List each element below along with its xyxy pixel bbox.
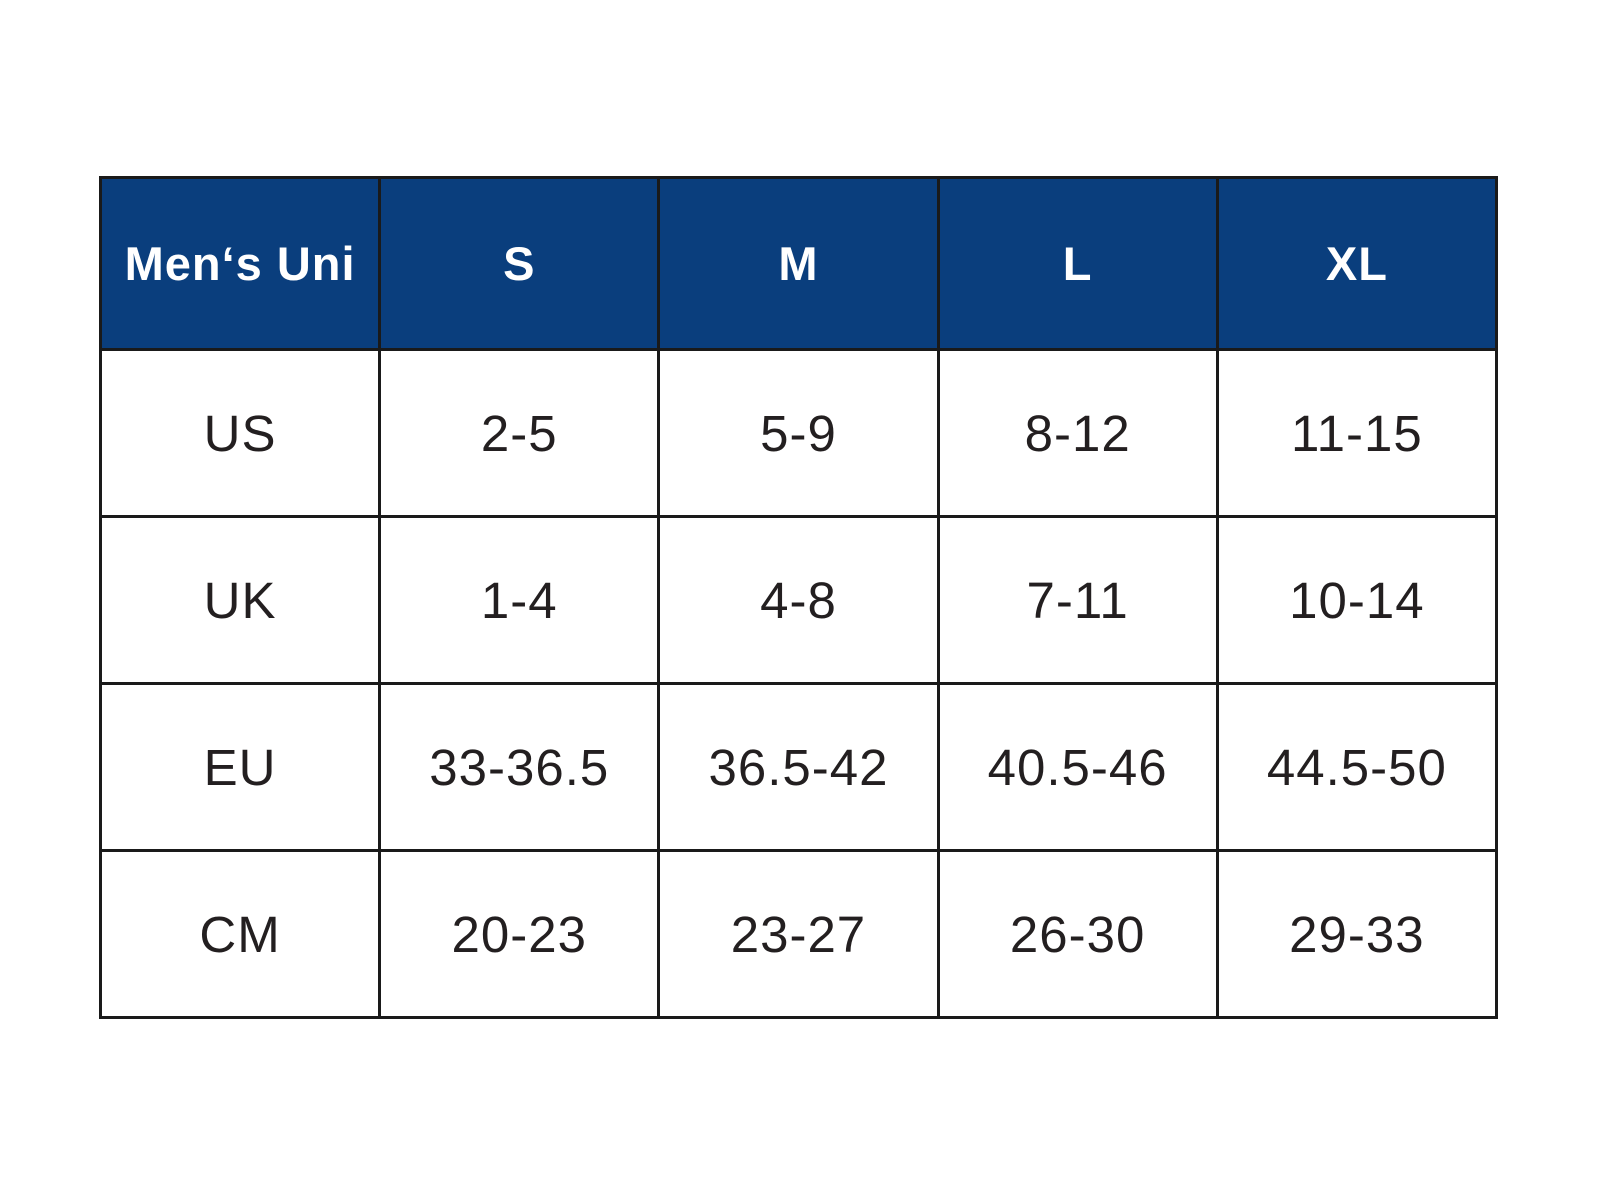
table-row-uk: UK 1-4 4-8 7-11 10-14 — [98, 515, 1499, 685]
size-chart-body: US 2-5 5-9 8-12 11-15 UK 1-4 4-8 7-11 10… — [98, 348, 1499, 1019]
row-label-eu: EU — [98, 682, 382, 852]
header-cell-size-xl: XL — [1215, 176, 1499, 351]
cell-uk-l: 7-11 — [936, 515, 1219, 685]
row-label-uk: UK — [98, 515, 382, 685]
cell-us-s: 2-5 — [378, 348, 661, 518]
table-row-cm: CM 20-23 23-27 26-30 29-33 — [98, 849, 1499, 1019]
table-row-us: US 2-5 5-9 8-12 11-15 — [98, 348, 1499, 518]
header-row: Men‘s Uni S M L XL — [98, 176, 1499, 351]
cell-uk-xl: 10-14 — [1215, 515, 1499, 685]
row-label-cm: CM — [98, 849, 382, 1019]
cell-uk-m: 4-8 — [657, 515, 940, 685]
cell-cm-xl: 29-33 — [1215, 849, 1499, 1019]
cell-cm-m: 23-27 — [657, 849, 940, 1019]
header-cell-size-s: S — [378, 176, 661, 351]
cell-uk-s: 1-4 — [378, 515, 661, 685]
cell-us-l: 8-12 — [936, 348, 1219, 518]
cell-eu-l: 40.5-46 — [936, 682, 1219, 852]
cell-us-xl: 11-15 — [1215, 348, 1499, 518]
cell-cm-l: 26-30 — [936, 849, 1219, 1019]
row-label-us: US — [98, 348, 382, 518]
header-cell-category: Men‘s Uni — [98, 176, 382, 351]
cell-cm-s: 20-23 — [378, 849, 661, 1019]
cell-us-m: 5-9 — [657, 348, 940, 518]
header-cell-size-m: M — [657, 176, 940, 351]
size-chart-table: Men‘s Uni S M L XL US 2-5 5-9 8-12 11-15… — [98, 176, 1499, 1019]
size-chart-header: Men‘s Uni S M L XL — [98, 176, 1499, 351]
cell-eu-m: 36.5-42 — [657, 682, 940, 852]
table-row-eu: EU 33-36.5 36.5-42 40.5-46 44.5-50 — [98, 682, 1499, 852]
header-cell-size-l: L — [936, 176, 1219, 351]
cell-eu-xl: 44.5-50 — [1215, 682, 1499, 852]
cell-eu-s: 33-36.5 — [378, 682, 661, 852]
